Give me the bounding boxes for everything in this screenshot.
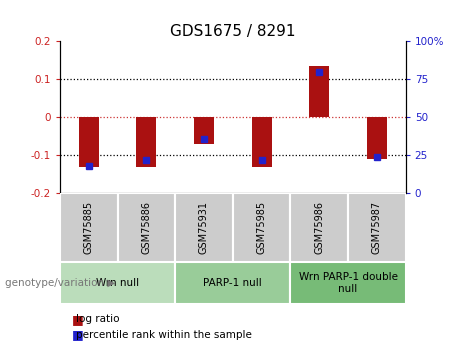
Text: ■: ■: [71, 313, 83, 326]
Title: GDS1675 / 8291: GDS1675 / 8291: [170, 24, 296, 39]
Bar: [252, 117, 272, 167]
Bar: [60, 193, 118, 262]
Bar: [367, 117, 387, 159]
Bar: [348, 193, 406, 262]
Text: Wrn null: Wrn null: [96, 278, 139, 288]
Bar: [118, 193, 175, 262]
Text: genotype/variation ▶: genotype/variation ▶: [5, 278, 115, 288]
Text: GSM75986: GSM75986: [314, 201, 324, 254]
Text: GSM75885: GSM75885: [84, 201, 94, 254]
Text: GSM75886: GSM75886: [142, 201, 151, 254]
Bar: [60, 262, 175, 304]
Text: percentile rank within the sample: percentile rank within the sample: [76, 330, 252, 339]
Bar: [309, 66, 329, 117]
Text: PARP-1 null: PARP-1 null: [203, 278, 262, 288]
Bar: [290, 262, 406, 304]
Text: ■: ■: [71, 328, 83, 341]
Text: GSM75987: GSM75987: [372, 201, 382, 254]
Bar: [136, 117, 156, 167]
Bar: [175, 193, 233, 262]
Bar: [79, 117, 99, 167]
Bar: [175, 262, 290, 304]
Text: log ratio: log ratio: [76, 314, 119, 324]
Text: GSM75985: GSM75985: [257, 201, 266, 254]
Text: GSM75931: GSM75931: [199, 201, 209, 254]
Bar: [290, 193, 348, 262]
Bar: [194, 117, 214, 144]
Text: Wrn PARP-1 double
null: Wrn PARP-1 double null: [299, 272, 397, 294]
Bar: [233, 193, 290, 262]
